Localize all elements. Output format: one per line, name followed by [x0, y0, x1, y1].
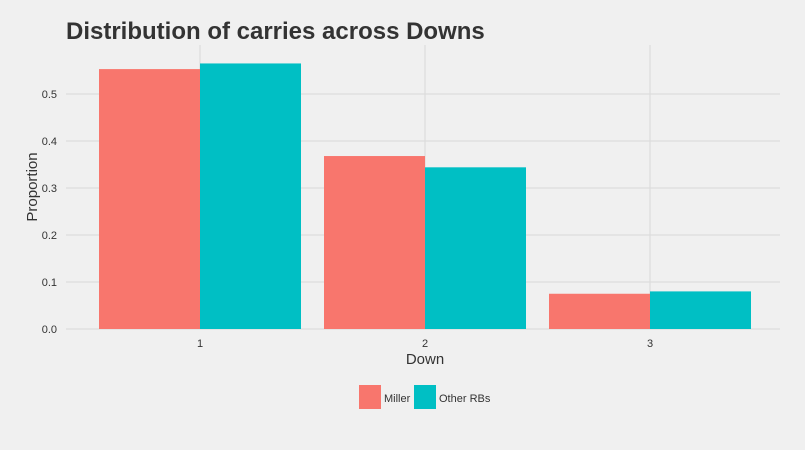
y-tick-label: 0.3: [42, 183, 57, 195]
bar-miller: [324, 156, 425, 329]
legend-key: [414, 385, 436, 409]
x-axis-title: Down: [406, 351, 444, 368]
x-tick-label: 1: [197, 338, 203, 350]
y-tick-label: 0.0: [42, 324, 57, 336]
y-axis-title: Proportion: [24, 152, 41, 221]
legend-label: Miller: [384, 393, 411, 405]
bar-miller: [549, 293, 650, 329]
bar-other-rbs: [200, 63, 301, 329]
bar-other-rbs: [650, 291, 751, 329]
y-tick-label: 0.5: [42, 89, 57, 101]
y-tick-label: 0.1: [42, 277, 57, 289]
legend-label: Other RBs: [439, 393, 491, 405]
chart-title: Distribution of carries across Downs: [66, 18, 485, 45]
y-tick-label: 0.4: [42, 136, 57, 148]
x-tick-label: 2: [422, 338, 428, 350]
legend-key: [359, 385, 381, 409]
bar-other-rbs: [425, 167, 526, 329]
bar-miller: [99, 69, 200, 329]
y-tick-label: 0.2: [42, 230, 57, 242]
x-tick-label: 3: [647, 338, 653, 350]
